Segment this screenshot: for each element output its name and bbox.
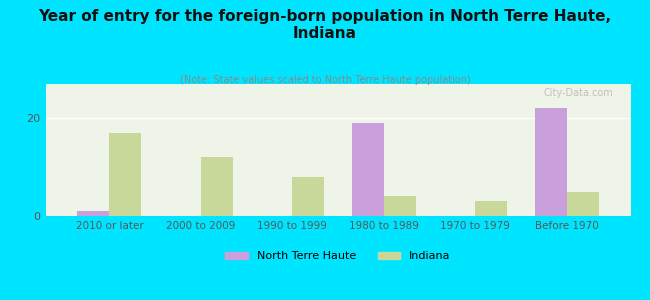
- Text: City-Data.com: City-Data.com: [543, 88, 613, 98]
- Bar: [77, 211, 109, 216]
- Bar: [475, 201, 507, 216]
- Bar: [352, 123, 384, 216]
- Text: (Note: State values scaled to North Terre Haute population): (Note: State values scaled to North Terr…: [179, 75, 471, 85]
- Legend: North Terre Haute, Indiana: North Terre Haute, Indiana: [221, 247, 455, 266]
- Bar: [109, 133, 142, 216]
- Text: Year of entry for the foreign-born population in North Terre Haute,
Indiana: Year of entry for the foreign-born popul…: [38, 9, 612, 41]
- Bar: [292, 177, 324, 216]
- Bar: [384, 196, 416, 216]
- Bar: [534, 108, 567, 216]
- Bar: [201, 157, 233, 216]
- Bar: [567, 192, 599, 216]
